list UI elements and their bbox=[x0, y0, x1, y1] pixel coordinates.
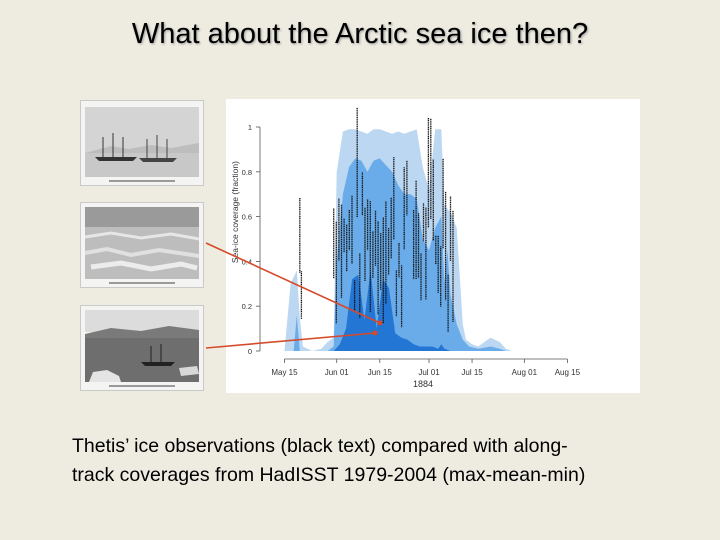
x-axis-label: 1884 bbox=[413, 379, 433, 389]
ship-and-floes-photo bbox=[80, 305, 204, 391]
caption-line-2: track coverages from HadISST 1979-2004 (… bbox=[72, 464, 586, 486]
pack-ice-photo bbox=[80, 202, 204, 288]
min-coverage-band bbox=[333, 270, 451, 351]
y-tick-label: 0.8 bbox=[242, 168, 252, 177]
y-tick-label: 0.4 bbox=[242, 257, 252, 266]
ships-in-ice-photo bbox=[80, 100, 204, 186]
caption: Thetis’ ice observations (black text) co… bbox=[72, 432, 672, 490]
y-tick-label: 0.2 bbox=[242, 302, 252, 311]
y-tick-label: 1 bbox=[248, 123, 252, 132]
caption-line-1: Thetis’ ice observations (black text) co… bbox=[72, 435, 568, 457]
x-tick-label: Aug 15 bbox=[555, 368, 581, 377]
sea-ice-coverage-chart: 0 0.2 0.4 0.6 0.8 1 May 15 Jun 01 Jun 15 Jul 01 J… bbox=[226, 99, 640, 393]
x-tick-label: Jun 15 bbox=[368, 368, 393, 377]
chart-svg: 0 0.2 0.4 0.6 0.8 1 May 15 Jun 01 Jun 15 Jul 01 J… bbox=[230, 107, 581, 389]
x-tick-label: Jul 01 bbox=[418, 368, 440, 377]
y-tick-label: 0 bbox=[248, 347, 252, 356]
y-axis-label: Sea-ice coverage (fraction) bbox=[230, 161, 240, 263]
x-tick-label: Jul 15 bbox=[461, 368, 483, 377]
x-tick-label: Jun 01 bbox=[325, 368, 350, 377]
y-tick-label: 0.6 bbox=[242, 213, 252, 222]
x-tick-label: Aug 01 bbox=[512, 368, 538, 377]
slide-title: What about the Arctic sea ice then? bbox=[131, 18, 589, 50]
x-tick-label: May 15 bbox=[271, 368, 298, 377]
